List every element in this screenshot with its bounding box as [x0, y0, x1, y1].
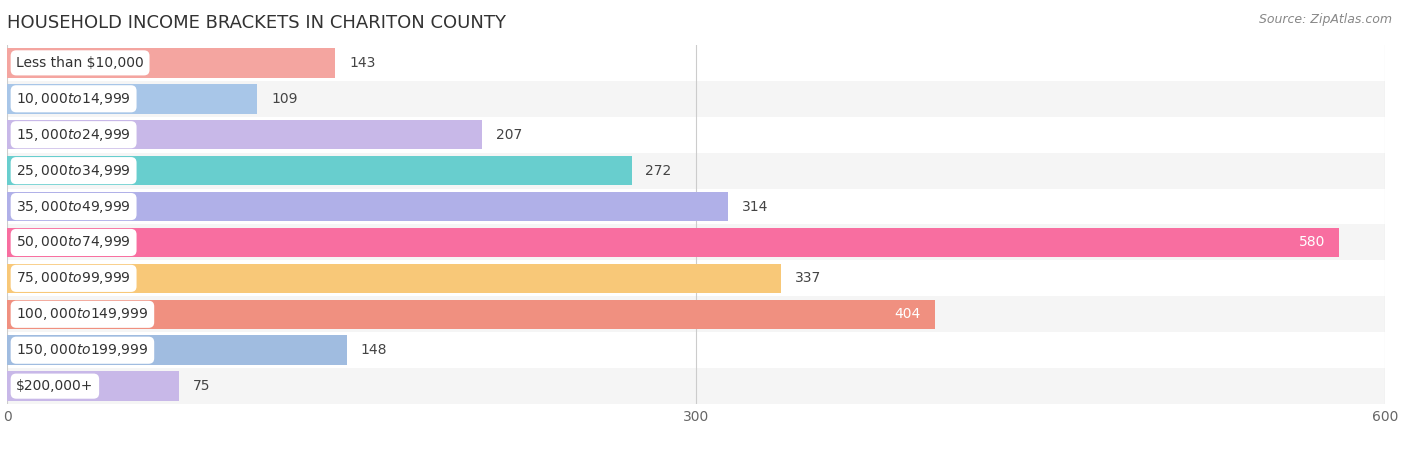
Bar — [7, 260, 1385, 296]
Bar — [7, 296, 1385, 332]
Bar — [7, 224, 1385, 260]
Text: $25,000 to $34,999: $25,000 to $34,999 — [17, 163, 131, 179]
Bar — [7, 117, 1385, 153]
Text: 580: 580 — [1299, 235, 1326, 250]
Text: $150,000 to $199,999: $150,000 to $199,999 — [17, 342, 149, 358]
Bar — [7, 368, 1385, 404]
Text: 109: 109 — [271, 92, 298, 106]
Text: 404: 404 — [894, 307, 921, 321]
Bar — [7, 156, 631, 185]
Text: $10,000 to $14,999: $10,000 to $14,999 — [17, 91, 131, 107]
Bar — [7, 335, 347, 365]
Bar — [7, 45, 1385, 81]
Text: Source: ZipAtlas.com: Source: ZipAtlas.com — [1258, 13, 1392, 26]
Text: $200,000+: $200,000+ — [17, 379, 94, 393]
Bar — [7, 228, 1339, 257]
Bar — [7, 371, 180, 401]
Text: Less than $10,000: Less than $10,000 — [17, 56, 143, 70]
Bar — [7, 192, 728, 221]
Text: $50,000 to $74,999: $50,000 to $74,999 — [17, 234, 131, 251]
Text: 148: 148 — [361, 343, 387, 357]
Text: 143: 143 — [349, 56, 375, 70]
Bar — [7, 189, 1385, 224]
Text: 272: 272 — [645, 163, 672, 178]
Bar — [7, 153, 1385, 189]
Text: $75,000 to $99,999: $75,000 to $99,999 — [17, 270, 131, 286]
Bar — [7, 81, 1385, 117]
Text: $15,000 to $24,999: $15,000 to $24,999 — [17, 127, 131, 143]
Bar — [7, 299, 935, 329]
Bar — [7, 332, 1385, 368]
Bar — [7, 264, 780, 293]
Bar — [7, 48, 336, 78]
Text: 75: 75 — [193, 379, 211, 393]
Text: 314: 314 — [742, 199, 768, 214]
Text: $100,000 to $149,999: $100,000 to $149,999 — [17, 306, 149, 322]
Text: 207: 207 — [496, 128, 523, 142]
Text: $35,000 to $49,999: $35,000 to $49,999 — [17, 198, 131, 215]
Text: 337: 337 — [794, 271, 821, 286]
Bar — [7, 84, 257, 114]
Bar — [7, 120, 482, 150]
Text: HOUSEHOLD INCOME BRACKETS IN CHARITON COUNTY: HOUSEHOLD INCOME BRACKETS IN CHARITON CO… — [7, 14, 506, 32]
